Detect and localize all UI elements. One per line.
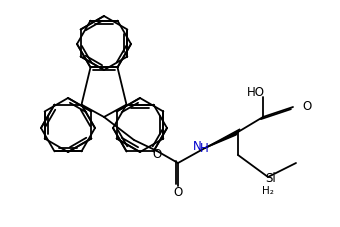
Text: N: N [193, 141, 202, 153]
Text: H₂: H₂ [262, 186, 274, 196]
Text: H: H [200, 141, 209, 155]
Text: Si: Si [265, 172, 276, 185]
Text: O: O [302, 99, 311, 113]
Text: O: O [173, 187, 183, 200]
Text: HO: HO [247, 86, 265, 99]
Polygon shape [205, 129, 240, 148]
Text: O: O [152, 148, 161, 160]
